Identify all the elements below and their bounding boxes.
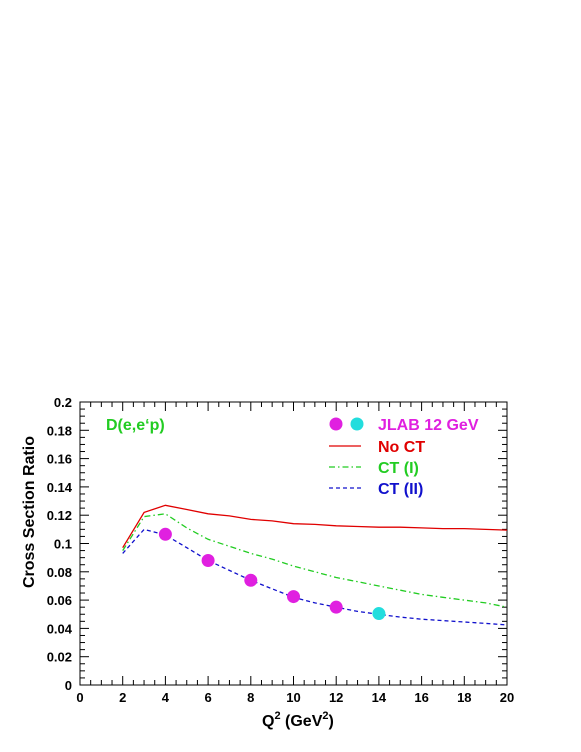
legend-marker	[350, 417, 364, 431]
y-tick-label: 0.02	[47, 650, 72, 665]
y-axis-title: Cross Section Ratio	[21, 436, 38, 588]
legend-label: CT (I)	[378, 460, 419, 477]
x-tick-label: 12	[329, 690, 343, 705]
x-tick-label: 10	[286, 690, 300, 705]
data-point	[372, 607, 386, 621]
x-tick-label: 4	[162, 690, 170, 705]
y-tick-label: 0.06	[47, 593, 72, 608]
x-tick-label: 2	[119, 690, 126, 705]
y-tick-label: 0.2	[54, 395, 72, 410]
x-axis-title: Q2 (GeV2)	[262, 710, 334, 730]
y-tick-label: 0.04	[47, 621, 73, 636]
x-tick-label: 0	[76, 690, 83, 705]
series-line-no-ct	[122, 504, 508, 549]
data-point	[201, 553, 215, 567]
data-point	[287, 590, 300, 604]
series-line-ct-ii	[122, 528, 508, 626]
dataset-annotation: D(e,e‘p)	[106, 417, 165, 434]
data-points	[158, 527, 386, 621]
data-point	[244, 573, 258, 587]
y-tick-label: 0	[65, 678, 72, 693]
legend-label: No CT	[378, 439, 425, 456]
legend-marker	[329, 417, 343, 431]
data-point	[158, 527, 172, 541]
axes: 0 2 4 6 8 10 12 14 16 18 20 0 0.02 0.04 0.06 0.08 0.1 0.1…	[47, 395, 515, 705]
legend: JLAB 12 GeV No CT CT (I) CT (II)	[329, 417, 479, 498]
x-axis-title-unit-sup: 2	[322, 710, 328, 722]
plot-frame	[79, 401, 508, 686]
y-tick-label: 0.1	[54, 537, 72, 552]
x-tick-label: 6	[204, 690, 211, 705]
x-axis-title-unit-open: (GeV	[281, 713, 323, 730]
y-tick-label: 0.14	[47, 480, 73, 495]
x-tick-label: 20	[500, 690, 514, 705]
x-tick-label: 8	[247, 690, 254, 705]
data-point	[329, 600, 343, 614]
x-tick-label: 18	[457, 690, 471, 705]
y-tick-label: 0.16	[47, 452, 72, 467]
x-axis-title-base: Q	[262, 713, 274, 730]
y-tick-label: 0.12	[47, 508, 72, 523]
y-tick-label: 0.08	[47, 565, 72, 580]
series-group	[122, 504, 508, 626]
x-tick-label: 14	[372, 690, 387, 705]
y-tick-label: 0.18	[47, 423, 72, 438]
legend-label: CT (II)	[378, 481, 423, 498]
x-axis-title-unit-close: )	[329, 713, 334, 730]
x-axis-title-sup: 2	[274, 710, 280, 722]
series-line-ct-i	[122, 513, 508, 608]
x-tick-label: 16	[414, 690, 428, 705]
legend-label: JLAB 12 GeV	[378, 417, 479, 434]
